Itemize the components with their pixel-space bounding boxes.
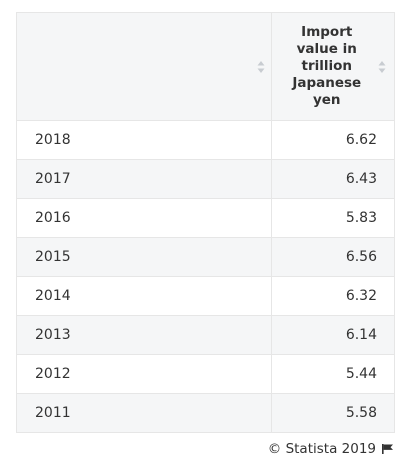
table-row: 2013 6.14 [17,315,394,355]
value-cell: 5.44 [271,354,394,394]
year-cell: 2011 [17,393,272,432]
year-cell: 2012 [17,354,272,394]
value-column-header[interactable]: Import value in trillion Japanese yen [271,13,394,121]
table-row: 2017 6.43 [17,159,394,199]
year-column-header[interactable] [17,13,272,121]
table-row: 2018 6.62 [17,120,394,160]
table-row: 2011 5.58 [17,393,394,432]
data-table: Import value in trillion Japanese yen 20… [16,12,395,433]
table-row: 2016 5.83 [17,198,394,238]
table-row: 2014 6.32 [17,276,394,316]
year-cell: 2015 [17,237,272,277]
value-cell: 6.56 [271,237,394,277]
header-row: Import value in trillion Japanese yen [17,13,394,121]
value-cell: 5.58 [271,393,394,432]
sort-icon[interactable] [378,59,386,75]
value-cell: 6.62 [271,120,394,160]
value-cell: 6.43 [271,159,394,199]
year-cell: 2017 [17,159,272,199]
value-cell: 6.14 [271,315,394,355]
table-body: 2018 6.62 2017 6.43 2016 5.83 2015 6.56 … [17,120,394,432]
year-cell: 2013 [17,315,272,355]
statista-credit[interactable]: © Statista 2019 [268,441,393,457]
year-cell: 2016 [17,198,272,238]
year-cell: 2018 [17,120,272,160]
value-column-label: Import value in trillion Japanese yen [292,24,362,108]
import-value-table: Import value in trillion Japanese yen 20… [17,13,394,432]
table-row: 2015 6.56 [17,237,394,277]
credit-text[interactable]: © Statista 2019 [267,441,376,457]
sort-icon[interactable] [257,59,265,75]
table-row: 2012 5.44 [17,354,394,394]
year-cell: 2014 [17,276,272,316]
value-cell: 6.32 [271,276,394,316]
value-cell: 5.83 [271,198,394,238]
flag-icon[interactable] [382,444,393,454]
table-header: Import value in trillion Japanese yen [17,13,394,121]
